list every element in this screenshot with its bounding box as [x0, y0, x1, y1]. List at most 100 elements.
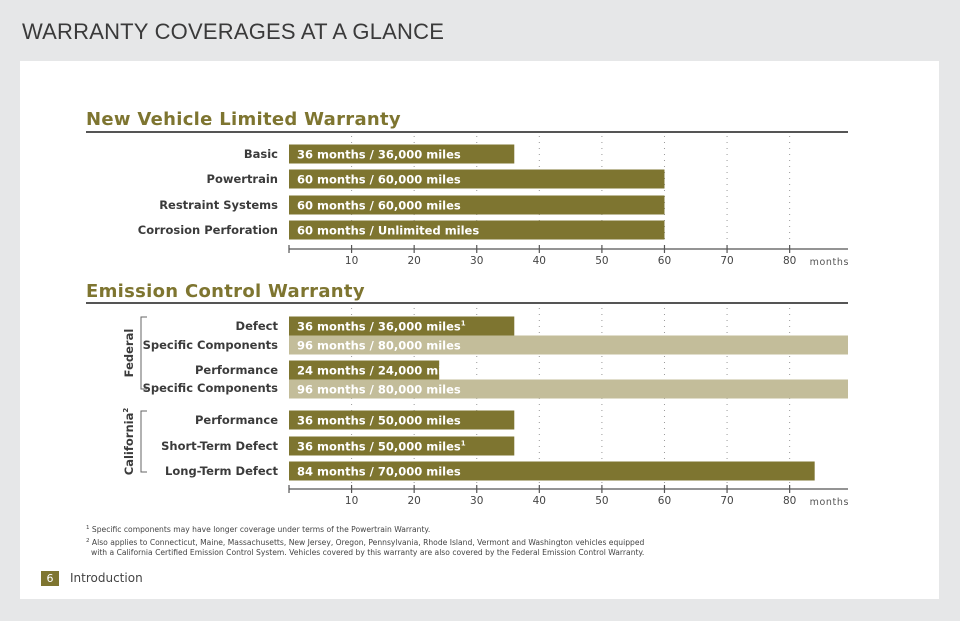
bar-label: 96 months / 80,000 miles — [297, 383, 461, 397]
bar-months: 60 months — [297, 224, 366, 238]
title-rule-new-vehicle — [86, 131, 848, 133]
bar-months: 60 months — [297, 199, 366, 213]
x-tick-label: 60 — [658, 495, 671, 507]
bar — [289, 379, 848, 399]
footnotes: 1 Specific components may have longer co… — [86, 523, 886, 559]
bar-label: 96 months / 80,000 miles — [297, 339, 461, 353]
bar — [289, 195, 665, 215]
bar-months: 96 months — [297, 339, 366, 353]
category-label-basic: Basic — [244, 147, 278, 161]
bar-months: 96 months — [297, 383, 366, 397]
group-name: California — [122, 413, 136, 476]
bar-months: 36 months — [297, 148, 366, 162]
x-tick-label: 50 — [595, 495, 608, 507]
bar-miles: 50,000 miles — [378, 414, 461, 428]
bar-separator: / — [366, 148, 378, 162]
bar-months: 36 months — [297, 440, 366, 454]
bar-label: 60 months / 60,000 miles — [297, 199, 461, 213]
bar-separator: / — [366, 320, 378, 334]
bar-label: 24 months / 24,000 miles — [297, 364, 461, 378]
x-tick-label: 50 — [595, 255, 608, 267]
bar-separator: / — [366, 364, 378, 378]
bar-label: 60 months / 60,000 miles — [297, 173, 461, 187]
x-axis-unit-label: months — [810, 497, 849, 508]
x-tick-label: 30 — [470, 495, 483, 507]
bar-miles: 80,000 miles — [378, 339, 461, 353]
bar-miles: 70,000 miles — [378, 465, 461, 479]
category-label-specific-components: Specific Components — [143, 381, 279, 395]
bar-miles: 36,000 miles — [378, 320, 461, 334]
category-label-performance: Performance — [195, 363, 278, 377]
x-tick-label: 30 — [470, 255, 483, 267]
footnote-line: 1 Specific components may have longer co… — [86, 525, 431, 534]
bar-months: 84 months — [297, 465, 366, 479]
x-tick-label: 20 — [407, 495, 420, 507]
chart-title-new-vehicle: New Vehicle Limited Warranty — [86, 109, 401, 130]
bar-miles: 50,000 miles — [378, 440, 461, 454]
x-tick-label: 60 — [658, 255, 671, 267]
bar-label: 36 months / 36,000 miles1 — [297, 320, 466, 334]
bar-miles: 36,000 miles — [378, 148, 461, 162]
x-tick-label: 40 — [533, 495, 546, 507]
footnote-line: with a California Certified Emission Con… — [91, 548, 645, 557]
bar — [289, 436, 515, 456]
x-tick-label: 20 — [407, 255, 420, 267]
bar-label: 36 months / 36,000 miles — [297, 148, 461, 162]
bar-label: 60 months / Unlimited miles — [297, 224, 479, 238]
bar — [289, 316, 515, 336]
bar-miles: 24,000 miles — [378, 364, 461, 378]
bar-separator: / — [366, 173, 378, 187]
bar-months: 36 months — [297, 414, 366, 428]
group-label-california: California2 — [122, 408, 136, 476]
x-tick-label: 10 — [345, 255, 358, 267]
category-label-long-term-defect: Long-Term Defect — [165, 464, 278, 478]
bar-separator: / — [366, 339, 378, 353]
bar-separator: / — [366, 440, 378, 454]
x-tick-label: 80 — [783, 495, 796, 507]
bar-months: 60 months — [297, 173, 366, 187]
x-tick-label: 70 — [720, 495, 733, 507]
x-axis-unit-label: months — [810, 257, 849, 268]
bar-separator: / — [366, 414, 378, 428]
category-label-defect: Defect — [236, 319, 279, 333]
group-bracket-california — [140, 410, 147, 473]
footnote-marker: 2 — [86, 537, 90, 544]
group-footnote-marker: 2 — [122, 408, 130, 413]
section-name: Introduction — [70, 571, 143, 585]
chart-title-emission: Emission Control Warranty — [86, 281, 365, 302]
bar — [289, 220, 665, 240]
bar-separator: / — [366, 383, 378, 397]
x-tick-label: 10 — [345, 495, 358, 507]
bar — [289, 410, 515, 430]
bar-months: 36 months — [297, 320, 366, 334]
bar — [289, 360, 440, 380]
bar-miles: Unlimited miles — [378, 224, 480, 238]
bar-miles: 60,000 miles — [378, 199, 461, 213]
bar — [289, 461, 815, 481]
category-label-corrosion-perforation: Corrosion Perforation — [138, 223, 278, 237]
group-name: Federal — [122, 329, 136, 378]
bar-separator: / — [366, 199, 378, 213]
bar-separator: / — [366, 465, 378, 479]
footnote-marker: 1 — [86, 525, 90, 531]
page-number: 6 — [41, 571, 59, 586]
category-label-short-term-defect: Short-Term Defect — [161, 439, 278, 453]
bar — [289, 335, 848, 355]
bar-label: 36 months / 50,000 miles1 — [297, 440, 466, 454]
bar-footnote-marker: 1 — [461, 440, 466, 448]
bar — [289, 144, 515, 164]
title-rule-emission — [86, 302, 848, 304]
category-label-performance: Performance — [195, 413, 278, 427]
bar-miles: 60,000 miles — [378, 173, 461, 187]
x-tick-label: 40 — [533, 255, 546, 267]
bar-months: 24 months — [297, 364, 366, 378]
group-label-federal: Federal — [122, 329, 136, 378]
bar-label: 84 months / 70,000 miles — [297, 465, 461, 479]
x-tick-label: 70 — [720, 255, 733, 267]
bar-footnote-marker: 1 — [461, 320, 466, 328]
category-label-specific-components: Specific Components — [143, 338, 279, 352]
bar-miles: 80,000 miles — [378, 383, 461, 397]
bar-label: 36 months / 50,000 miles — [297, 414, 461, 428]
